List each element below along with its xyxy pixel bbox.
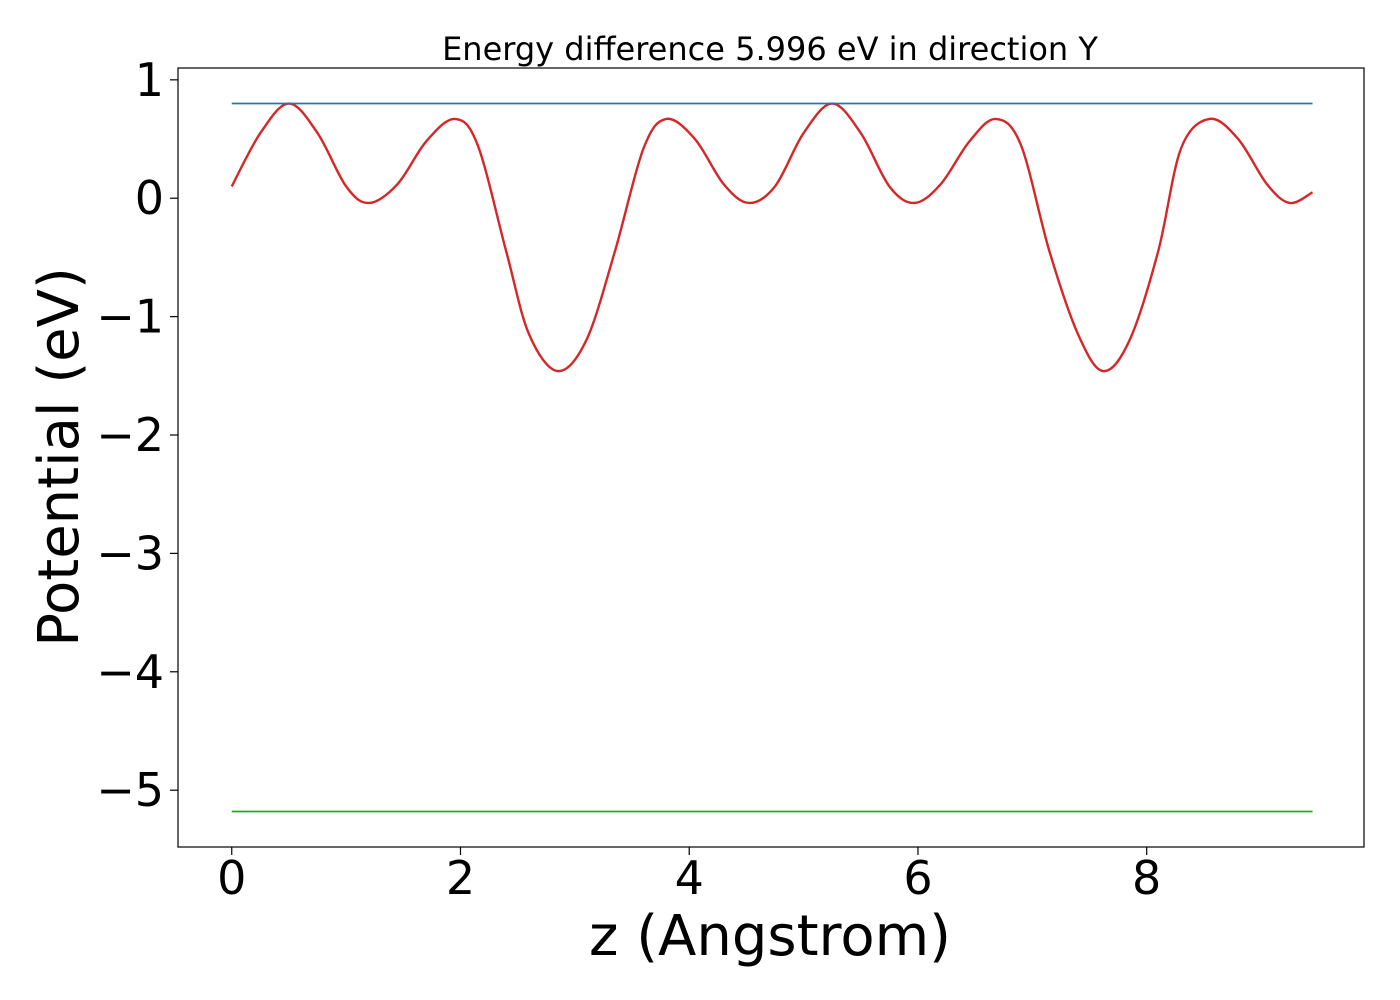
x-tick-label: 8	[1132, 851, 1161, 905]
y-tick-label: −4	[96, 645, 164, 699]
x-axis-label: z (Angstrom)	[589, 904, 951, 969]
y-tick-label: 0	[135, 171, 164, 225]
y-tick-label: −5	[96, 763, 164, 817]
y-axis: 1 0 −1 −2 −3 −4 −5	[96, 53, 178, 817]
plot-frame	[177, 67, 1365, 848]
x-axis: 0 2 4 6 8	[217, 847, 1161, 905]
series-line-1	[230, 102, 1314, 373]
x-tick-label: 0	[217, 851, 246, 905]
x-tick-label: 2	[446, 851, 475, 905]
y-tick-label: −1	[96, 290, 164, 344]
y-tick-label: −3	[96, 526, 164, 580]
series-layer	[230, 102, 1314, 813]
y-tick-label: 1	[135, 53, 164, 107]
y-axis-label: Potential (eV)	[27, 267, 92, 647]
y-tick-label: −2	[96, 408, 164, 462]
x-tick-label: 4	[675, 851, 704, 905]
x-tick-label: 6	[903, 851, 932, 905]
chart-title: Energy difference 5.996 eV in direction …	[442, 30, 1098, 68]
